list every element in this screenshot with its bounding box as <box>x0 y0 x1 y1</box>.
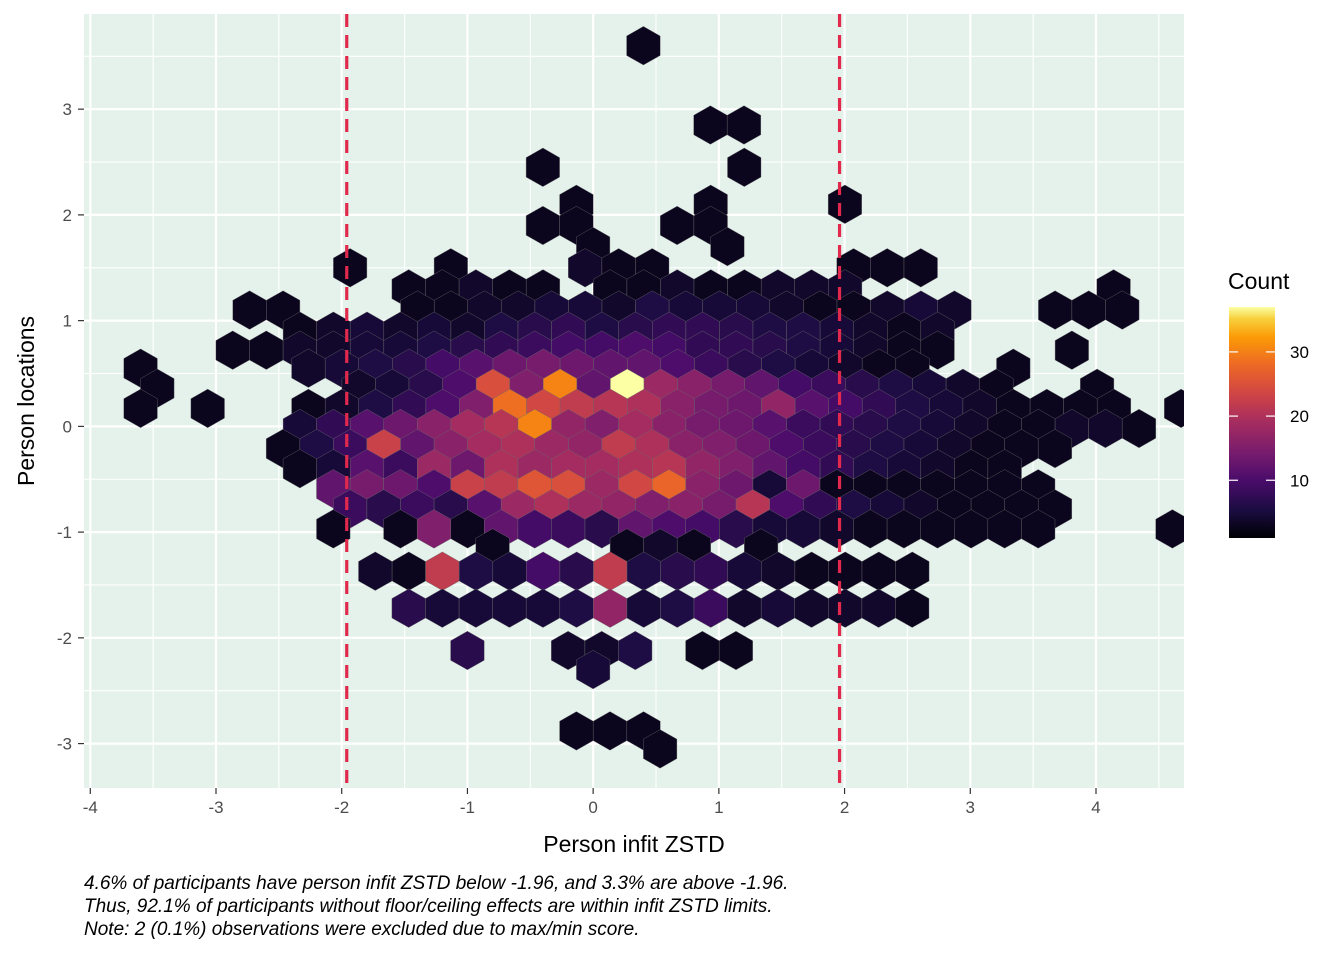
y-axis: -3 -2 -1 0 1 2 3 <box>57 100 84 754</box>
hex-cell <box>626 26 661 66</box>
hex-cell <box>710 227 745 267</box>
hex-cell <box>316 509 351 549</box>
caption-line-2: Thus, 92.1% of participants without floo… <box>84 896 773 917</box>
hex-cell <box>1105 290 1140 330</box>
y-tick-label: -1 <box>57 523 72 542</box>
hex-cell <box>719 630 753 671</box>
hexbin-cells <box>123 26 1232 769</box>
legend-colorbar <box>1229 307 1275 538</box>
legend-tick-label: 20 <box>1290 407 1309 426</box>
x-tick-label: 4 <box>1091 798 1100 817</box>
x-tick-label: -2 <box>334 798 349 817</box>
hex-cell <box>903 248 938 288</box>
hex-cell <box>1198 349 1232 388</box>
hex-cell <box>576 650 611 690</box>
y-tick-label: 1 <box>63 312 72 331</box>
hex-cell <box>333 248 368 288</box>
y-tick-label: -3 <box>57 735 72 754</box>
y-tick-label: -2 <box>57 629 72 648</box>
hex-cell <box>123 388 158 428</box>
hex-cell <box>1155 509 1184 549</box>
hex-cell <box>1021 509 1056 549</box>
hex-cell <box>643 729 678 769</box>
reference-lines <box>345 14 842 788</box>
x-tick-label: -4 <box>83 798 98 817</box>
hex-cell <box>1164 388 1184 428</box>
hex-cell <box>727 105 761 145</box>
hex-cell <box>450 630 485 671</box>
hex-cell <box>618 630 653 671</box>
legend-tick-label: 10 <box>1290 471 1309 490</box>
x-tick-label: -3 <box>208 798 223 817</box>
hex-cell <box>1037 429 1073 469</box>
legend-title: Count <box>1228 268 1290 294</box>
x-tick-label: 2 <box>840 798 849 817</box>
y-axis-title: Person locations <box>13 316 39 486</box>
hex-cell <box>828 184 862 224</box>
legend-ticks: 10 20 30 <box>1229 343 1309 490</box>
x-tick-label: 1 <box>714 798 723 817</box>
hex-cell <box>895 588 930 628</box>
legend-tick-label: 30 <box>1290 343 1309 362</box>
hex-cell <box>1121 408 1157 449</box>
x-tick-label: -1 <box>460 798 475 817</box>
y-tick-label: 0 <box>63 417 72 436</box>
hex-cell <box>727 147 762 187</box>
x-tick-label: 0 <box>588 798 597 817</box>
legend: Count 10 20 30 <box>1228 268 1309 538</box>
hex-cell <box>190 388 225 428</box>
y-tick-label: 2 <box>63 206 72 225</box>
hex-cell <box>1054 330 1089 370</box>
hexbin-chart: -4 -3 -2 -1 0 1 2 3 4 -3 -2 -1 0 1 2 3 Person infit ZS… <box>13 14 1309 857</box>
caption-line-1: 4.6% of participants have person infit Z… <box>84 873 789 894</box>
x-axis-title: Person infit ZSTD <box>543 831 725 857</box>
caption: 4.6% of participants have person infit Z… <box>84 872 1284 941</box>
x-tick-label: 3 <box>966 798 975 817</box>
y-tick-label: 3 <box>63 100 72 119</box>
hex-cell <box>525 147 560 187</box>
caption-line-3: Note: 2 (0.1%) observations were exclude… <box>84 919 640 940</box>
x-axis: -4 -3 -2 -1 0 1 2 3 4 <box>83 788 1101 817</box>
